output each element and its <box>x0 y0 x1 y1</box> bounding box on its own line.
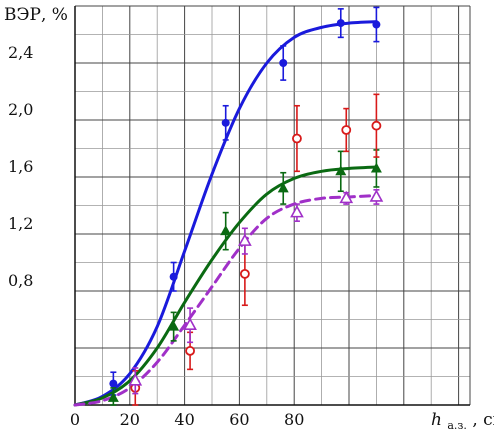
marker-open-triangle <box>290 204 304 218</box>
curve-series-2 <box>73 165 378 407</box>
x-axis-label-sub: а.з. <box>447 419 467 432</box>
point-series-4 <box>290 203 304 222</box>
y-tick-label: 0,8 <box>8 271 33 290</box>
point-series-4 <box>339 190 354 205</box>
tick-labels: 0 20 40 60 80 0,8 1,2 1,6 2,0 2,4 <box>8 43 304 429</box>
marker-filled-circle <box>279 59 288 67</box>
marker-filled-triangle <box>168 320 180 331</box>
marker-filled-triangle <box>220 225 232 236</box>
point-series-4 <box>128 367 143 395</box>
x-tick-label: 20 <box>120 410 140 429</box>
point-series-1 <box>221 104 230 141</box>
marker-filled-circle <box>221 118 230 127</box>
point-series-4 <box>238 227 252 255</box>
point-series-2 <box>168 311 180 342</box>
point-series-1 <box>279 45 288 81</box>
curve-series-1 <box>73 20 378 407</box>
marker-filled-triangle <box>370 162 382 173</box>
axes <box>74 5 471 406</box>
point-series-2 <box>107 387 119 406</box>
marker-open-circle <box>239 268 250 279</box>
point-series-3 <box>371 93 382 158</box>
marker-open-triangle <box>339 190 354 204</box>
y-tick-label: 2,0 <box>8 100 33 119</box>
marker-filled-circle <box>109 379 118 388</box>
x-tick-label: 0 <box>70 410 80 429</box>
point-series-2 <box>277 171 289 205</box>
x-axis-label-unit: , см <box>472 410 494 430</box>
marker-filled-circle <box>372 20 381 29</box>
y-tick-label: 1,6 <box>8 157 33 176</box>
point-series-2 <box>335 150 347 193</box>
y-axis-label: ВЭР, % <box>4 5 68 25</box>
marker-filled-circle <box>336 19 345 28</box>
x-tick-label: 60 <box>229 410 249 429</box>
marker-filled-triangle <box>277 182 289 193</box>
marker-open-triangle <box>183 317 197 331</box>
point-series-3 <box>292 104 302 173</box>
marker-open-triangle <box>238 233 252 246</box>
marker-open-circle <box>292 133 302 144</box>
marker-open-triangle <box>128 373 143 386</box>
marker-filled-circle <box>169 272 178 281</box>
marker-filled-triangle <box>335 165 347 176</box>
point-series-1 <box>336 8 345 39</box>
point-series-4 <box>183 307 197 344</box>
point-series-2 <box>220 211 232 251</box>
grid <box>75 6 470 405</box>
marker-open-circle <box>341 125 352 135</box>
point-series-1 <box>372 6 381 43</box>
curve-series-4 <box>73 194 378 407</box>
point-series-1 <box>169 261 178 292</box>
marker-open-triangle <box>369 189 384 202</box>
x-tick-label: 40 <box>174 410 194 429</box>
data-points <box>107 6 384 406</box>
point-series-3 <box>341 107 352 153</box>
point-series-4 <box>369 189 384 205</box>
y-tick-label: 1,2 <box>8 214 33 233</box>
x-axis-label: h а.з. , см <box>431 410 494 434</box>
marker-open-circle <box>185 345 195 356</box>
x-tick-label: 80 <box>284 410 304 429</box>
x-axis-label-main: h <box>431 410 442 430</box>
y-tick-label: 2,4 <box>8 43 33 62</box>
marker-filled-triangle <box>107 391 119 402</box>
marker-open-circle <box>371 120 382 131</box>
